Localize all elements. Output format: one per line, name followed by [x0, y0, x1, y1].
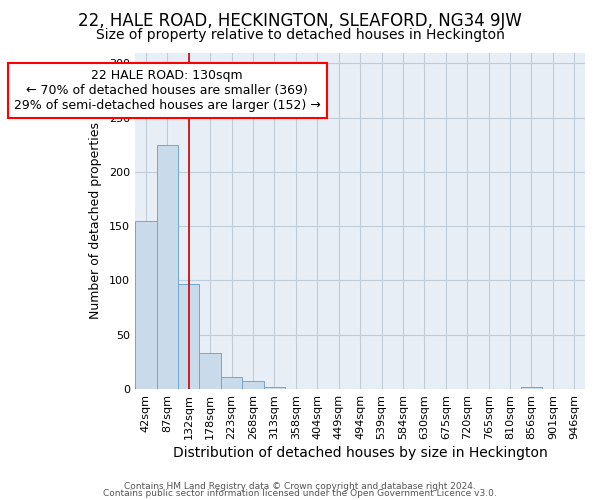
- X-axis label: Distribution of detached houses by size in Heckington: Distribution of detached houses by size …: [173, 446, 547, 460]
- Bar: [521, 387, 542, 389]
- Bar: [157, 145, 178, 389]
- Bar: [178, 284, 199, 389]
- Bar: [263, 387, 285, 389]
- Bar: [242, 382, 263, 389]
- Text: Contains public sector information licensed under the Open Government Licence v3: Contains public sector information licen…: [103, 489, 497, 498]
- Bar: [199, 353, 221, 389]
- Bar: [221, 377, 242, 389]
- Text: Size of property relative to detached houses in Heckington: Size of property relative to detached ho…: [95, 28, 505, 42]
- Bar: [135, 221, 157, 389]
- Text: 22 HALE ROAD: 130sqm
← 70% of detached houses are smaller (369)
29% of semi-deta: 22 HALE ROAD: 130sqm ← 70% of detached h…: [14, 69, 320, 112]
- Text: Contains HM Land Registry data © Crown copyright and database right 2024.: Contains HM Land Registry data © Crown c…: [124, 482, 476, 491]
- Y-axis label: Number of detached properties: Number of detached properties: [89, 122, 102, 320]
- Text: 22, HALE ROAD, HECKINGTON, SLEAFORD, NG34 9JW: 22, HALE ROAD, HECKINGTON, SLEAFORD, NG3…: [78, 12, 522, 30]
